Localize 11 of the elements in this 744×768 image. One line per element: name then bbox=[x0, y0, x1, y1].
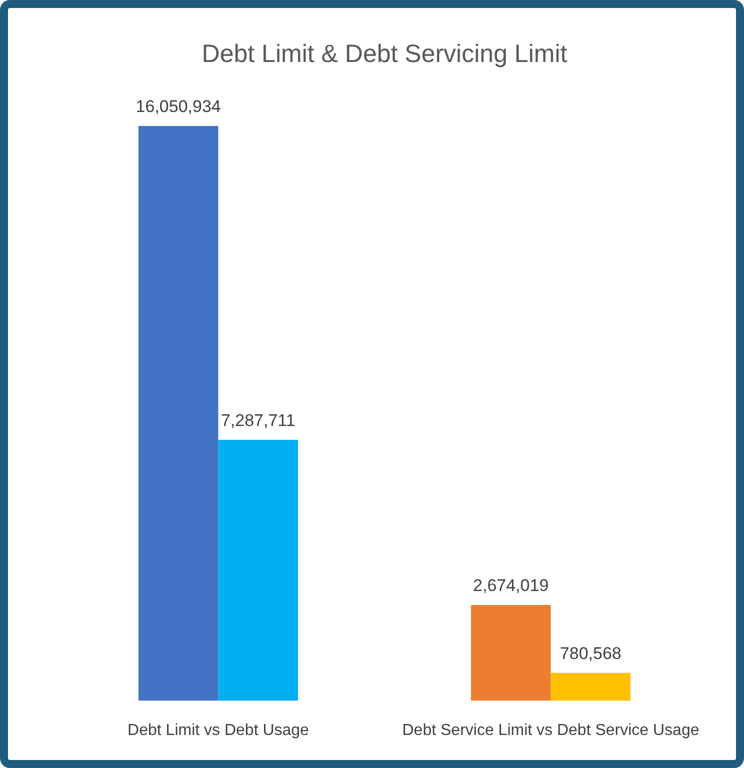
x-tick-label: Debt Service Limit vs Debt Service Usage bbox=[402, 722, 700, 739]
chart-title: Debt Limit & Debt Servicing Limit bbox=[202, 40, 568, 68]
data-label: 780,568 bbox=[560, 644, 622, 664]
data-label: 2,674,019 bbox=[473, 576, 549, 596]
bar bbox=[550, 672, 631, 701]
data-label: 7,287,711 bbox=[220, 411, 296, 430]
data-label: 16,050,934 bbox=[136, 97, 221, 116]
x-tick-label: Debt Limit vs Debt Usage bbox=[128, 722, 310, 739]
bar bbox=[470, 605, 551, 701]
bar bbox=[138, 126, 218, 701]
bar bbox=[218, 440, 298, 701]
